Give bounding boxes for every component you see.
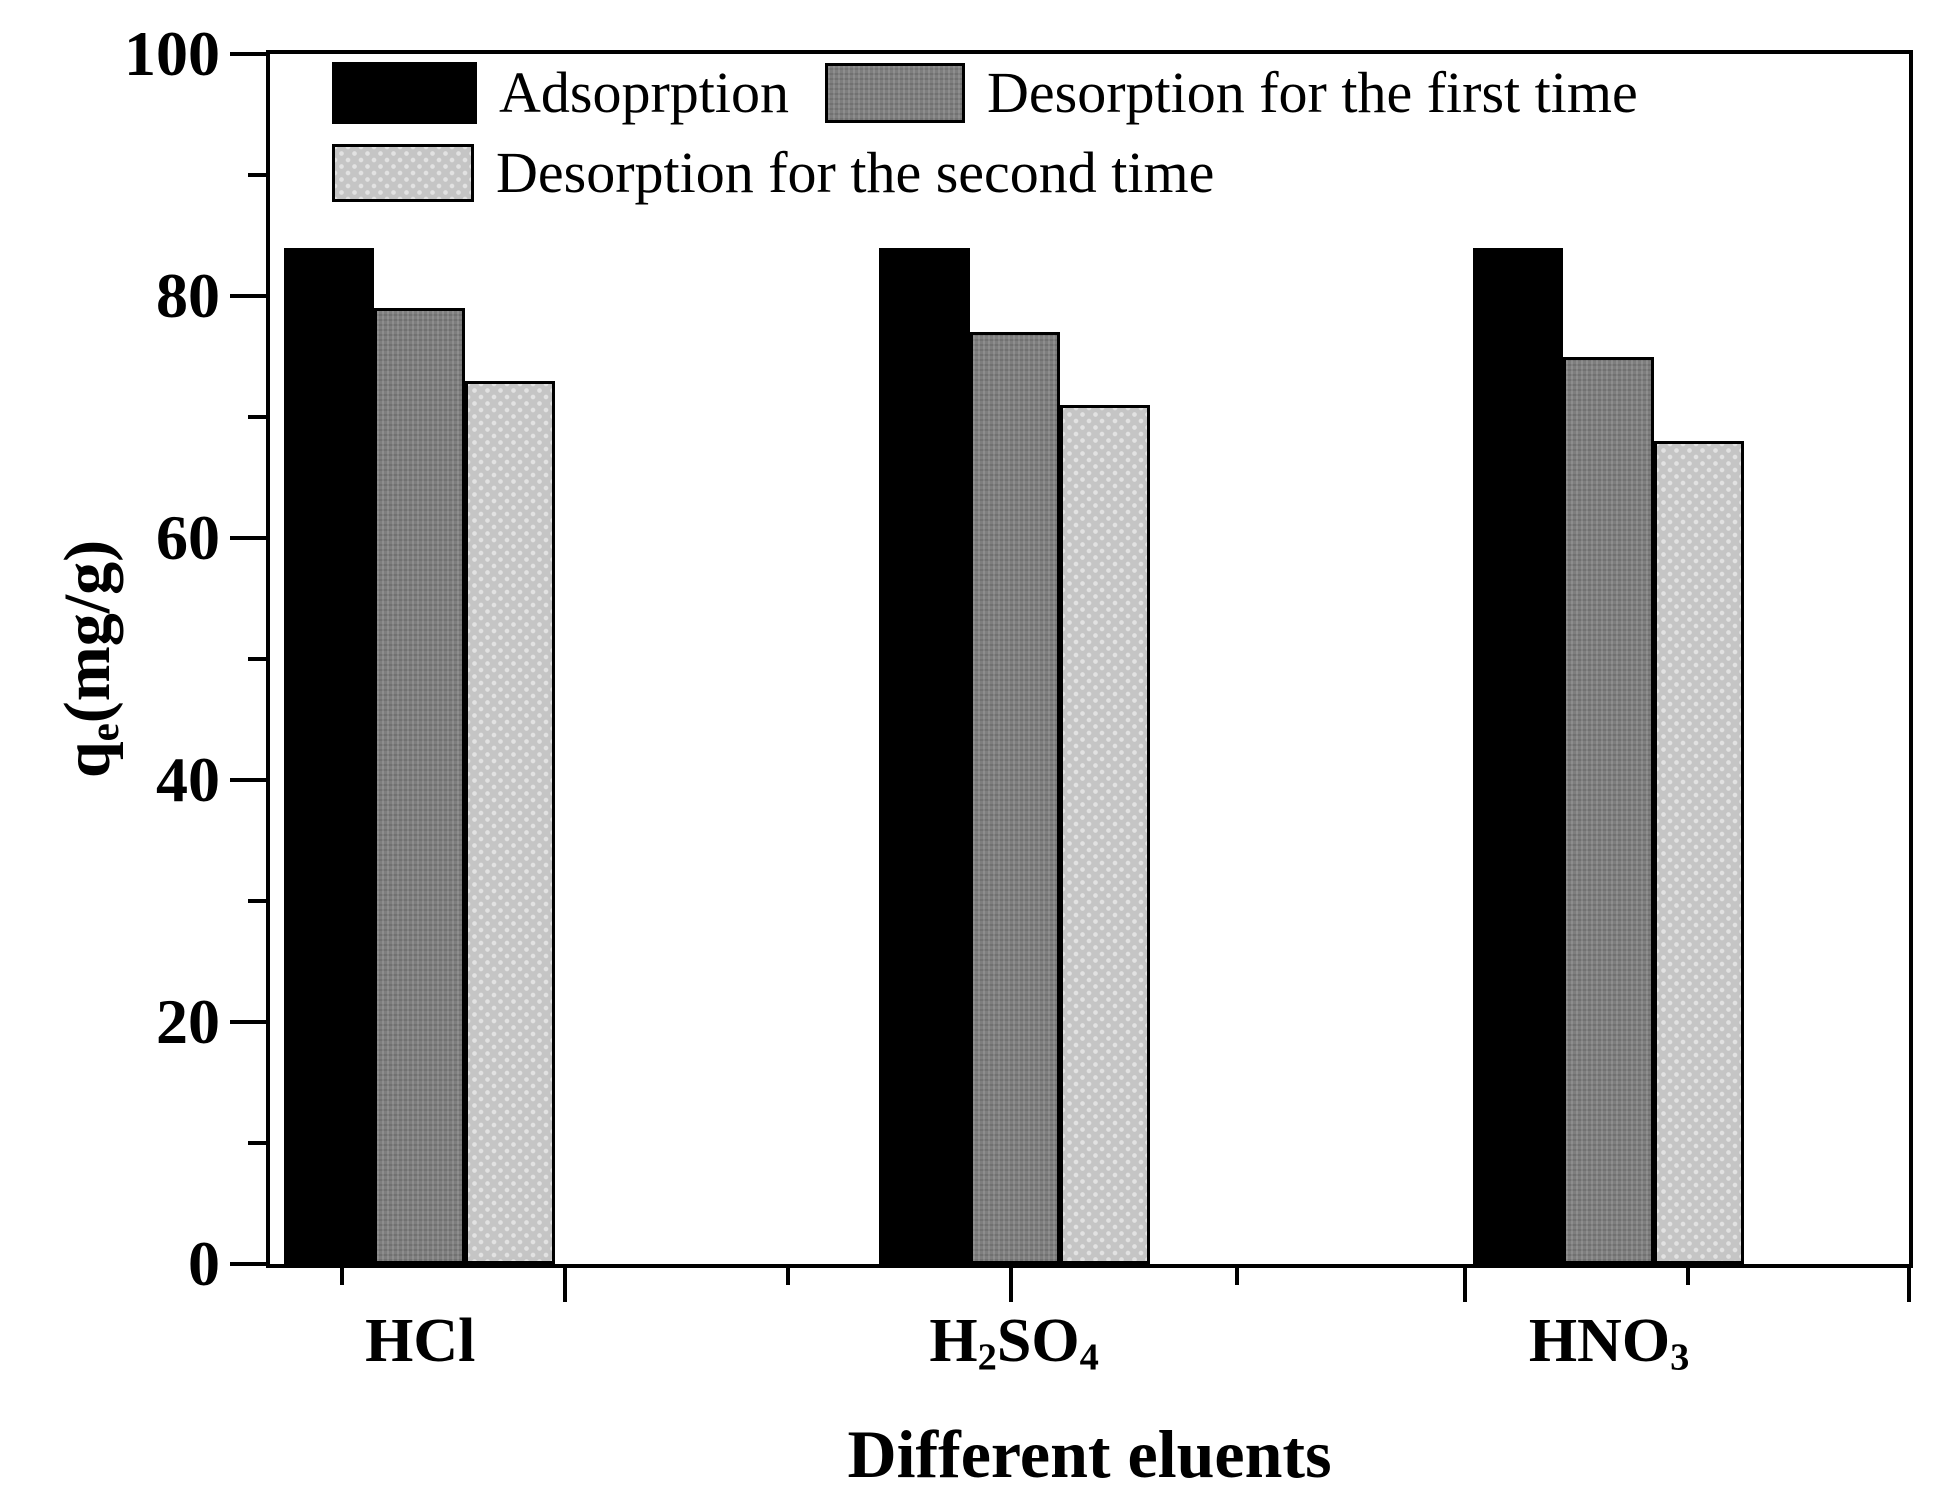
y-minor-tick-10	[248, 1141, 266, 1145]
bar-HNO3-series1	[1563, 356, 1654, 1264]
bar-HCl-series1	[374, 308, 465, 1264]
bar-H2SO4-series2	[1059, 404, 1151, 1264]
y-tick-label-20: 20	[156, 986, 220, 1057]
y-minor-tick-90	[248, 173, 266, 177]
y-minor-tick-30	[248, 899, 266, 903]
legend-swatch-desorption-first	[825, 63, 965, 123]
y-axis-title: qe(mg/g)	[51, 540, 127, 778]
y-axis-title-symbol: q	[51, 741, 124, 779]
legend-label-desorption-second: Desorption for the second time	[496, 140, 1215, 205]
bar-HCl-series0	[283, 247, 375, 1264]
y-major-tick-40	[230, 778, 266, 782]
y-major-tick-60	[230, 536, 266, 540]
y-axis-title-subscript: e	[82, 723, 127, 742]
y-major-tick-20	[230, 1020, 266, 1024]
y-minor-tick-50	[248, 657, 266, 661]
category-label-HCl: HCl	[365, 1307, 476, 1375]
y-major-tick-80	[230, 294, 266, 298]
bar-HNO3-series0	[1473, 247, 1564, 1264]
legend-row-1: Adsoprption Desorption for the first tim…	[332, 62, 1638, 124]
x-major-tick-0	[563, 1268, 568, 1302]
legend-swatch-adsorption	[332, 62, 477, 124]
bar-H2SO4-series1	[969, 332, 1060, 1264]
y-major-tick-0	[230, 1262, 266, 1266]
y-tick-label-80: 80	[156, 260, 220, 331]
y-tick-label-100: 100	[124, 18, 220, 89]
legend-label-desorption-first: Desorption for the first time	[987, 60, 1638, 125]
y-tick-label-0: 0	[188, 1228, 220, 1299]
y-tick-label-40: 40	[156, 744, 220, 815]
bar-HNO3-series2	[1653, 441, 1745, 1264]
bar-H2SO4-series0	[879, 247, 970, 1264]
plot-area: 0 20 40 60 80 100 HCl H2SO4 HNO3 qe(mg/g) Diffe…	[51, 22, 1913, 1488]
x-minor-tick-3	[1685, 1268, 1690, 1285]
category-label-HNO3: HNO3	[1528, 1307, 1690, 1379]
x-axis-title: Different eluents	[847, 1416, 1332, 1492]
y-minor-tick-70	[248, 415, 266, 419]
x-major-tick-2	[1462, 1268, 1467, 1302]
legend-row-2: Desorption for the second time	[332, 144, 1214, 202]
x-major-tick-3	[1907, 1268, 1911, 1302]
x-minor-tick-2	[1235, 1268, 1239, 1285]
x-minor-tick-1	[785, 1268, 790, 1285]
y-tick-label-60: 60	[156, 502, 220, 573]
y-major-tick-100	[230, 52, 266, 56]
y-axis-title-units: (mg/g)	[51, 539, 124, 724]
category-label-H2SO4: H2SO4	[929, 1307, 1099, 1379]
x-minor-tick-0	[340, 1268, 345, 1285]
legend-swatch-desorption-second	[332, 144, 474, 202]
bar-HCl-series2	[464, 380, 556, 1264]
legend-label-adsorption: Adsoprption	[499, 60, 789, 125]
x-major-tick-1	[1008, 1268, 1013, 1302]
